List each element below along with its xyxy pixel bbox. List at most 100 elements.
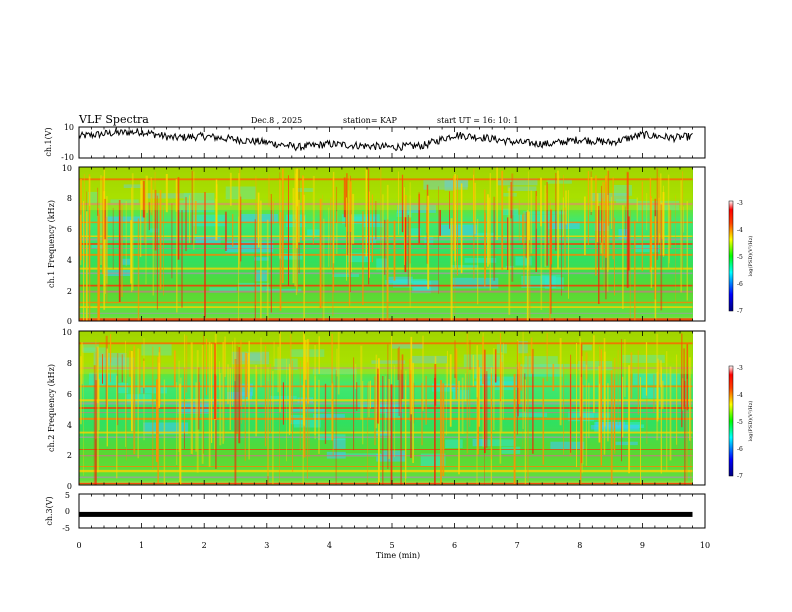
x-tick-label-10: 10 [700, 541, 710, 550]
x-tick-label-7: 7 [515, 541, 520, 550]
ch2-spectrogram-patch [516, 412, 548, 417]
ch1-cb-tick-m7: -7 [737, 308, 743, 315]
ch2-spectrogram-patch [480, 439, 516, 447]
x-tick-label-8: 8 [577, 541, 582, 550]
ch2-spectrogram-patch [501, 446, 521, 454]
ch2-spectrogram-patch [381, 450, 406, 455]
ch2-spectrogram-patch [274, 358, 298, 371]
ch3-waveform-frame [78, 493, 706, 529]
date-label: Dec.8 , 2025 [251, 116, 302, 125]
ch2-spectrogram-patch [411, 355, 448, 364]
ch2-spectrogram-patch [518, 341, 528, 354]
ch3-ytick-m5: -5 [62, 524, 70, 533]
ch1-spectrogram-patch [149, 228, 159, 233]
ch1-ytick-6: 6 [67, 225, 72, 234]
ch1-spectrogram-patch [238, 282, 270, 292]
ch1-spectrogram-patch [497, 178, 538, 186]
ch2-ytick-10: 10 [62, 328, 72, 337]
ch1-spectrogram-panel: 0 2 4 6 8 10 ch.1 Frequency (kHz) -3 -4 … [47, 164, 754, 326]
ch1-ytick-2: 2 [67, 287, 72, 296]
ch1-spectrogram-patch [146, 193, 191, 199]
ch2-cb-tick-m6: -6 [737, 446, 743, 453]
ch2-ytick-0: 0 [67, 482, 72, 491]
ch2-spectrogram-patch [392, 343, 424, 349]
ch1-ytick-8: 8 [67, 194, 72, 203]
ch1-spectrogram-patch [613, 185, 632, 196]
ch1-spectrogram-patch [397, 204, 436, 213]
ch1-spectrogram-patch [362, 221, 384, 228]
ch2-spectrogram-patch [117, 382, 129, 394]
ch2-cb-tick-m5: -5 [737, 419, 743, 426]
ch2-spectrogram-patch [550, 441, 585, 450]
ch2-ytick-8: 8 [67, 359, 72, 368]
ch2-spectrogram-patch [81, 342, 99, 352]
x-tick-label-0: 0 [76, 541, 81, 550]
ch1-cb-tick-m3: -3 [737, 200, 743, 207]
x-tick-label-6: 6 [452, 541, 457, 550]
ch3-ytick-0: 0 [65, 507, 70, 516]
ch1-ytick-4: 4 [67, 256, 72, 265]
ch1-ytick-bottom: -10 [61, 153, 74, 162]
ch1-ytick-0: 0 [67, 317, 72, 326]
ch1-spectrogram-patch [616, 199, 638, 204]
ch1-spectrogram-patch [523, 211, 567, 215]
ch2-spectrogram-patch [582, 344, 592, 351]
ch2-spectrogram-patch [139, 387, 167, 394]
ch1-colorbar [728, 200, 734, 312]
ch1-spectrogram-patch [332, 273, 360, 277]
ch2-spectrogram-patch [332, 439, 346, 449]
ch1-spectrogram-patch [618, 229, 629, 239]
ch2-spectrogram-patch [474, 381, 505, 387]
ch1-spectrogram-patch [279, 253, 303, 260]
ch1-spectrogram-patch [183, 192, 215, 204]
ch1-spectrogram-patch [295, 188, 314, 192]
ch2-colorbar [728, 365, 734, 477]
ch1-spectrogram-patch [408, 228, 421, 237]
x-axis-label: Time (min) [376, 551, 420, 560]
ch2-spectrogram-patch [143, 422, 189, 435]
ch1-cb-tick-m5: -5 [737, 254, 743, 261]
ch2-spectrogram-patch [141, 343, 172, 356]
ch1-spectrogram-patch [266, 288, 302, 293]
x-tick-marks [78, 127, 706, 528]
ch2-spectrogram-marks [79, 331, 693, 485]
ch2-ytick-4: 4 [67, 421, 72, 430]
ch3-waveform-ylabel: ch.3(V) [45, 496, 54, 525]
ch1-spectrogram-patch [110, 199, 139, 206]
ch1-spectrogram-patch [464, 258, 497, 263]
ch2-colorbar-label: log(PSD)(V²/Hz) [747, 401, 754, 442]
ch2-spectrogram-patch [633, 373, 680, 385]
ch2-cb-tick-m4: -4 [737, 392, 743, 399]
ch2-spectrogram-patch [452, 389, 470, 400]
ch2-spectrogram-patch [595, 421, 625, 427]
x-axis: 0 1 2 3 4 5 6 7 8 9 10 Time (min) [76, 541, 710, 560]
ch2-spectrogram-patch [615, 441, 638, 446]
x-tick-label-1: 1 [139, 541, 144, 550]
ch1-spectrogram-patch [192, 214, 227, 227]
ch1-spectrogram-patch [341, 214, 380, 225]
ch1-spectrogram-patch [88, 191, 98, 204]
ch2-spectrogram-patch [313, 414, 345, 419]
ch2-cb-tick-m7: -7 [737, 473, 743, 480]
ch2-spectrogram-ylabel: ch.2 Frequency (kHz) [47, 364, 56, 452]
ch2-spectrogram-patch [420, 453, 446, 466]
ch2-cb-tick-m3: -3 [737, 365, 743, 372]
ch1-ytick-10: 10 [62, 164, 72, 173]
ch2-spectrogram-patch [578, 361, 613, 371]
ch3-waveform-trace [79, 511, 693, 517]
ch2-spectrogram-patch [580, 412, 610, 421]
x-tick-label-9: 9 [640, 541, 645, 550]
ch1-ytick-top: 10 [64, 123, 74, 132]
ch1-spectrogram-patch [105, 216, 144, 222]
ch1-colorbar-label: log(PSD)(V²/Hz) [747, 236, 754, 277]
ch2-spectrogram-patch [622, 354, 665, 363]
ch1-spectrogram-patch [123, 184, 143, 188]
ch1-waveform-trace [78, 127, 693, 152]
ch2-spectrogram-patch [445, 439, 463, 448]
ch1-spectrogram-patch [286, 214, 306, 228]
ch2-spectrogram-patch [496, 343, 507, 354]
x-tick-label-3: 3 [264, 541, 269, 550]
ch1-spectrogram-patch [513, 214, 557, 223]
ch2-spectrogram-high-freq-band [79, 331, 693, 375]
